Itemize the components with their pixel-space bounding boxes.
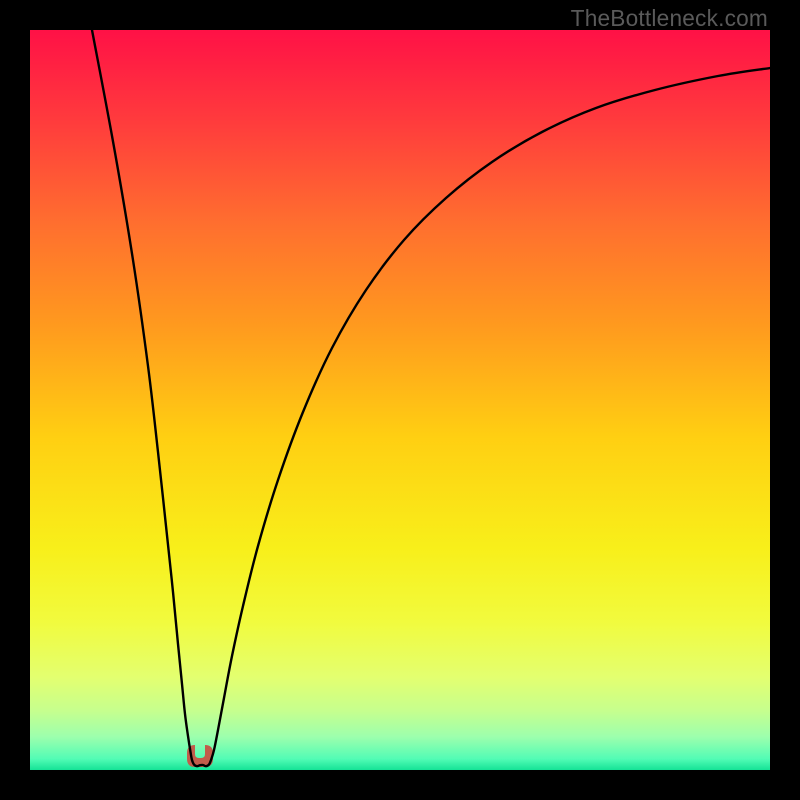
gradient-background-rect (30, 30, 770, 770)
watermark-text: TheBottleneck.com (571, 5, 768, 32)
plot-svg (30, 30, 770, 770)
bottleneck-chart: TheBottleneck.com (0, 0, 800, 800)
